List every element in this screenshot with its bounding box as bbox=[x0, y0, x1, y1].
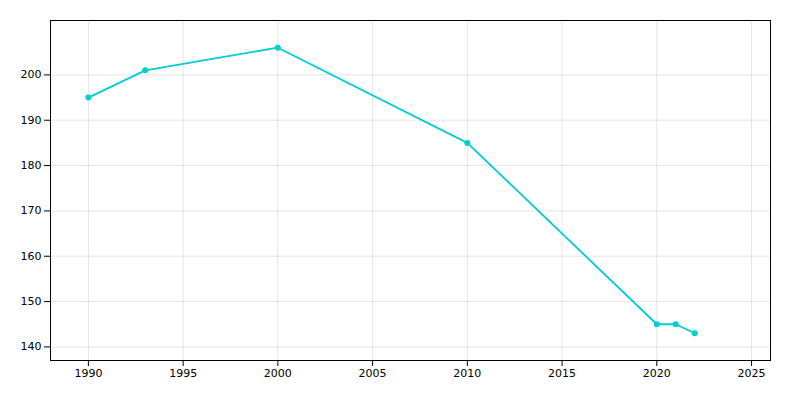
svg-text:170: 170 bbox=[21, 204, 42, 217]
svg-text:2020: 2020 bbox=[643, 367, 671, 380]
svg-text:2015: 2015 bbox=[548, 367, 576, 380]
svg-text:2010: 2010 bbox=[453, 367, 481, 380]
svg-text:190: 190 bbox=[21, 114, 42, 127]
svg-text:1995: 1995 bbox=[169, 367, 197, 380]
svg-text:140: 140 bbox=[21, 340, 42, 353]
svg-text:150: 150 bbox=[21, 295, 42, 308]
svg-text:2025: 2025 bbox=[738, 367, 766, 380]
svg-text:180: 180 bbox=[21, 159, 42, 172]
svg-text:2005: 2005 bbox=[359, 367, 387, 380]
svg-text:2000: 2000 bbox=[264, 367, 292, 380]
svg-text:1990: 1990 bbox=[74, 367, 102, 380]
svg-text:160: 160 bbox=[21, 250, 42, 263]
svg-text:200: 200 bbox=[21, 68, 42, 81]
